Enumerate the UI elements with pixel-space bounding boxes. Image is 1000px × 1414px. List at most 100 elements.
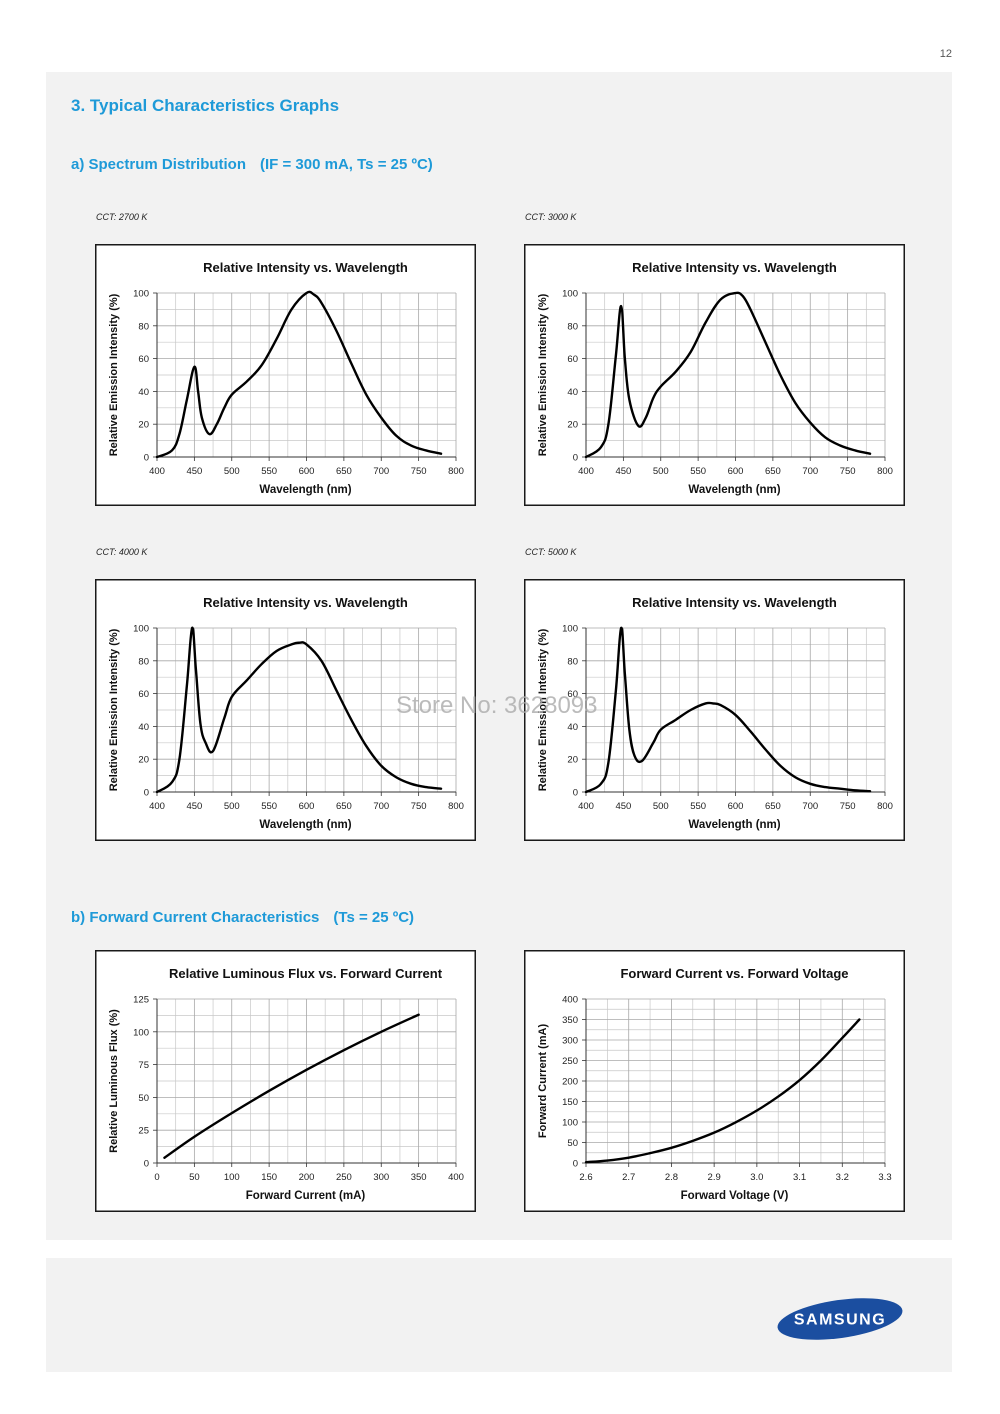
data-curve [155,626,443,794]
chart-title: Relative Intensity vs. Wavelength [203,595,408,610]
y-tick-label: 100 [133,289,149,300]
data-curve [584,626,872,794]
x-tick-label: 650 [765,466,781,477]
svg-text:SAMSUNG: SAMSUNG [794,1312,886,1329]
x-tick-label: 750 [411,801,427,812]
y-tick-label: 0 [573,788,578,799]
chart-title: Relative Luminous Flux vs. Forward Curre… [169,966,443,981]
x-tick-label: 100 [224,1172,240,1183]
y-tick-label: 20 [138,755,149,766]
subsection-b-heading: b) Forward Current Characteristics (Ts = … [71,909,414,926]
y-tick-label: 50 [567,1138,578,1149]
y-axis-label: Relative Luminous Flux (%) [108,1009,120,1153]
x-tick-label: 3.0 [750,1172,763,1183]
x-axis-label: Wavelength (nm) [688,484,780,496]
x-tick-label: 700 [802,466,818,477]
x-tick-label: 2.6 [579,1172,592,1183]
section-title: 3. Typical Characteristics Graphs [71,96,340,115]
chart-title: Relative Intensity vs. Wavelength [632,260,837,275]
y-tick-label: 75 [138,1060,149,1071]
y-tick-label: 100 [133,1027,149,1038]
y-tick-label: 150 [562,1097,578,1108]
x-tick-label: 350 [411,1172,427,1183]
y-tick-label: 20 [567,420,578,431]
x-tick-label: 150 [261,1172,277,1183]
store-watermark: Store No: 3628093 [396,692,598,719]
x-tick-label: 650 [336,466,352,477]
y-tick-label: 0 [573,453,578,464]
x-tick-label: 600 [299,466,315,477]
x-tick-label: 700 [373,801,389,812]
x-tick-label: 500 [653,801,669,812]
x-tick-label: 550 [690,801,706,812]
x-tick-label: 0 [154,1172,159,1183]
y-tick-label: 300 [562,1036,578,1047]
y-tick-label: 400 [562,995,578,1006]
x-tick-label: 750 [840,801,856,812]
data-curve [584,291,872,459]
x-tick-label: 2.8 [665,1172,678,1183]
chart-title: Relative Intensity vs. Wavelength [632,595,837,610]
data-curve [584,1018,861,1164]
x-tick-label: 550 [261,466,277,477]
y-tick-label: 80 [567,656,578,667]
y-tick-label: 80 [138,656,149,667]
x-tick-label: 3.2 [836,1172,849,1183]
cct-label-3: CCT: 4000 K [96,547,148,557]
x-axis-label: Forward Current (mA) [246,1190,366,1202]
x-tick-label: 450 [186,801,202,812]
x-tick-label: 600 [728,801,744,812]
y-tick-label: 50 [138,1093,149,1104]
x-tick-label: 800 [877,801,893,812]
x-tick-label: 450 [615,466,631,477]
x-tick-label: 400 [149,466,165,477]
x-tick-label: 3.1 [793,1172,806,1183]
chart-title: Relative Intensity vs. Wavelength [203,260,408,275]
x-tick-label: 650 [336,801,352,812]
y-tick-label: 100 [562,624,578,635]
x-tick-label: 500 [224,801,240,812]
x-tick-label: 750 [840,466,856,477]
x-tick-label: 2.9 [708,1172,721,1183]
spectrum-chart-3000k: Relative Intensity vs. Wavelength 40 0 450 5… [524,244,905,506]
subsection-a-condition: (IF = 300 mA, Ts = 25 ºC) [260,156,433,173]
y-tick-label: 125 [133,995,149,1006]
x-tick-label: 400 [149,801,165,812]
y-tick-label: 20 [567,755,578,766]
subsection-b-label: b) Forward Current Characteristics [71,909,320,926]
x-tick-label: 700 [802,801,818,812]
y-tick-label: 0 [144,1159,149,1170]
flux-vs-current-chart: Relative Luminous Flux vs. Forward Curre… [95,950,476,1212]
x-tick-label: 700 [373,466,389,477]
y-tick-label: 100 [562,289,578,300]
x-tick-label: 550 [261,801,277,812]
y-tick-label: 40 [567,387,578,398]
y-tick-label: 40 [567,722,578,733]
page-number: 12 [939,48,952,60]
y-tick-label: 80 [567,321,578,332]
y-tick-label: 60 [138,689,149,700]
subsection-a-label: a) Spectrum Distribution [71,156,247,173]
y-axis-label: Relative Emission Intensity (%) [108,628,120,791]
x-axis-label: Wavelength (nm) [688,819,780,831]
y-tick-label: 250 [562,1056,578,1067]
x-tick-label: 550 [690,466,706,477]
subsection-a-heading: a) Spectrum Distribution (IF = 300 mA, Ts… [71,156,433,173]
current-vs-voltage-chart: Forward Current vs. Forward Voltage 2.6 2.… [524,950,905,1212]
y-tick-label: 350 [562,1015,578,1026]
y-tick-label: 60 [567,354,578,365]
x-tick-label: 250 [336,1172,352,1183]
x-tick-label: 800 [448,801,464,812]
x-tick-label: 300 [373,1172,389,1183]
x-axis-label: Wavelength (nm) [259,484,351,496]
x-tick-label: 400 [448,1172,464,1183]
y-tick-label: 0 [573,1159,578,1170]
cct-label-1: CCT: 2700 K [96,212,148,222]
y-tick-label: 100 [562,1118,578,1129]
x-tick-label: 600 [299,801,315,812]
x-tick-label: 50 [189,1172,200,1183]
x-axis-label: Wavelength (nm) [259,819,351,831]
y-tick-label: 100 [133,624,149,635]
x-tick-label: 200 [299,1172,315,1183]
